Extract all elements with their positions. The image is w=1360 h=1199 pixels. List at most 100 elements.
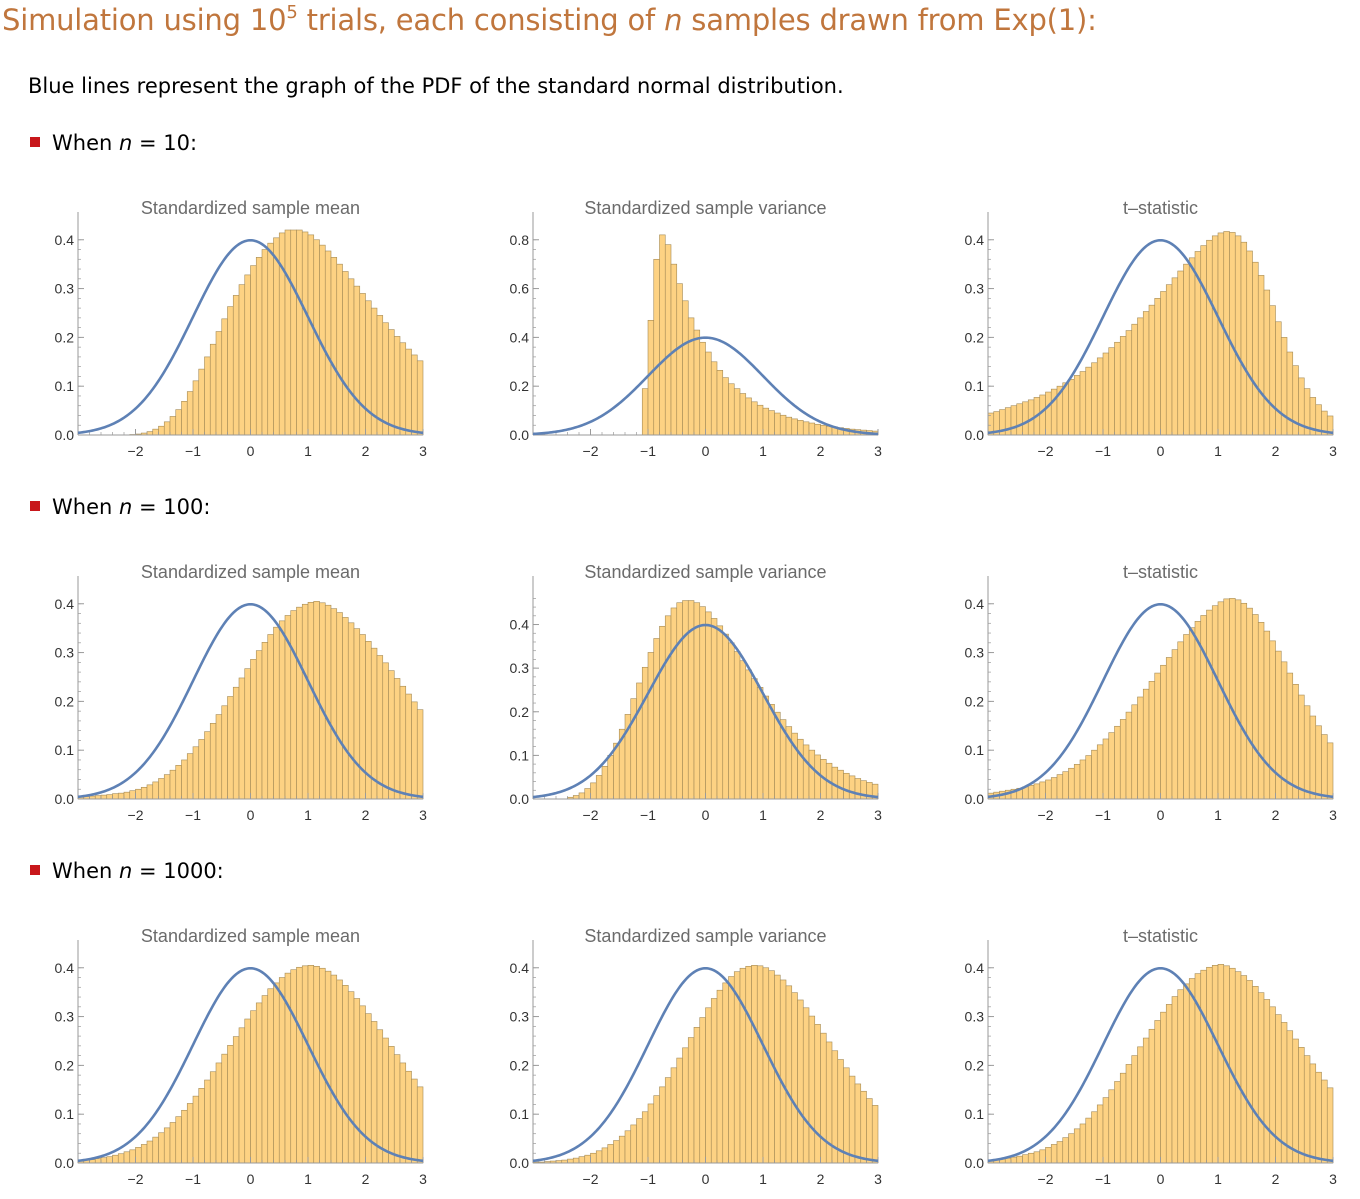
histogram-bar <box>739 393 747 436</box>
histogram-bars <box>641 234 879 436</box>
y-tick-label: 0.4 <box>55 232 75 248</box>
histogram-bar <box>181 759 188 800</box>
histogram-bar <box>244 1018 251 1164</box>
y-tick-label: 0.3 <box>55 1009 75 1025</box>
x-tick-label: −2 <box>128 443 144 459</box>
histogram-bar <box>1137 317 1144 436</box>
histogram-bar <box>192 746 200 800</box>
histogram-bar <box>1010 1156 1018 1164</box>
histogram-bar <box>1177 989 1184 1164</box>
histogram-bar <box>728 976 735 1164</box>
histogram-bar <box>273 626 280 800</box>
histogram-bar <box>843 1067 850 1164</box>
histogram-bar <box>1125 711 1133 800</box>
x-tick-label: −2 <box>128 807 144 823</box>
histogram-bar <box>382 1037 389 1164</box>
x-tick-label: −1 <box>1095 807 1111 823</box>
histogram-bar <box>1091 362 1098 436</box>
histogram-bar <box>1269 640 1276 800</box>
histogram-bar <box>808 1015 816 1164</box>
histogram-bar <box>198 368 205 436</box>
y-tick-label: 0.4 <box>965 960 985 976</box>
histogram-bar <box>854 1083 862 1164</box>
histogram-bar <box>636 682 643 800</box>
histogram-bar <box>1217 964 1225 1164</box>
histogram-bar <box>1298 1047 1305 1164</box>
histogram-bar <box>1016 403 1023 436</box>
histogram-bar <box>699 606 706 800</box>
histogram-bar <box>1298 694 1305 800</box>
histogram-bar <box>1016 1155 1023 1164</box>
histogram-bar <box>250 659 257 800</box>
y-tick-label: 0.3 <box>55 645 75 661</box>
histogram-bar <box>722 982 729 1164</box>
x-tick-label: 3 <box>874 443 882 459</box>
histogram-bars <box>987 598 1334 800</box>
histogram-bar <box>1096 1104 1104 1164</box>
x-tick-label: −1 <box>640 443 656 459</box>
histogram-bar <box>1079 759 1087 800</box>
histogram-bars <box>987 964 1334 1164</box>
x-tick-label: −2 <box>583 443 599 459</box>
histogram-bar <box>664 1077 672 1164</box>
x-tick-label: 0 <box>1157 807 1165 823</box>
histogram-bar <box>716 989 724 1164</box>
y-tick-label: 0.0 <box>510 427 530 443</box>
histogram-bar <box>1096 744 1104 800</box>
y-tick-label: 0.0 <box>55 1155 75 1171</box>
histogram-bar <box>705 611 712 800</box>
x-tick-label: 2 <box>362 443 370 459</box>
histogram-bar <box>1160 664 1167 800</box>
histogram-bar <box>158 778 165 800</box>
histogram-bar <box>1246 607 1253 800</box>
histogram-bar <box>232 686 240 800</box>
histogram-bar <box>1056 1141 1064 1164</box>
x-tick-label: −1 <box>640 1171 656 1187</box>
histogram-bar <box>1183 263 1190 436</box>
histogram-bar <box>1102 352 1110 436</box>
bullet-square-icon <box>30 865 40 875</box>
chart-title: Standardized sample variance <box>584 198 826 218</box>
histogram-bar <box>693 329 701 436</box>
histogram-bar <box>100 1157 108 1164</box>
y-tick-label: 0.3 <box>965 1009 985 1025</box>
histogram-bar <box>693 602 701 800</box>
histogram-bar <box>716 625 724 800</box>
x-tick-label: −1 <box>1095 443 1111 459</box>
histogram-bar <box>307 234 315 436</box>
histogram-bar <box>1286 351 1294 436</box>
histogram-bar <box>1188 978 1196 1164</box>
histogram-bar <box>1142 1037 1150 1164</box>
histogram-bar <box>324 250 332 436</box>
histogram-bar <box>181 401 188 436</box>
histogram-bar <box>267 634 274 800</box>
histogram-bar <box>676 283 683 436</box>
histogram-bar <box>186 753 194 800</box>
histogram-bar <box>319 602 326 800</box>
normal-pdf-curve <box>77 238 424 435</box>
histogram-bar <box>1091 1111 1098 1164</box>
histogram-bar <box>1177 270 1184 436</box>
histogram-bar <box>175 1116 182 1164</box>
histogram-bar <box>227 306 234 436</box>
histogram-bar <box>117 1153 125 1164</box>
x-tick-label: −1 <box>1095 1171 1111 1187</box>
histogram-bar <box>198 1088 205 1164</box>
histogram-bar <box>1269 1006 1276 1164</box>
histogram-bar <box>399 1062 407 1164</box>
histogram-bar <box>1062 771 1069 800</box>
x-tick-label: −2 <box>583 1171 599 1187</box>
y-tick-label: 0.4 <box>510 329 530 345</box>
histogram-bar <box>324 604 332 800</box>
histogram-bar <box>163 1127 171 1164</box>
histogram-bar <box>1234 971 1242 1164</box>
histogram-bar <box>762 407 770 436</box>
chart-n10-sample-mean: Standardized sample mean 0.0 0.1 0.2 0.3 0.4 −… <box>55 198 428 459</box>
section-heading-n100: When n = 100: <box>30 495 210 519</box>
histogram-bar <box>296 229 303 436</box>
histogram-bar <box>710 998 718 1164</box>
histogram-bar <box>636 1118 643 1164</box>
histogram-bar <box>791 992 798 1164</box>
histogram-bar <box>1125 330 1133 436</box>
histogram-bar <box>866 1098 873 1164</box>
